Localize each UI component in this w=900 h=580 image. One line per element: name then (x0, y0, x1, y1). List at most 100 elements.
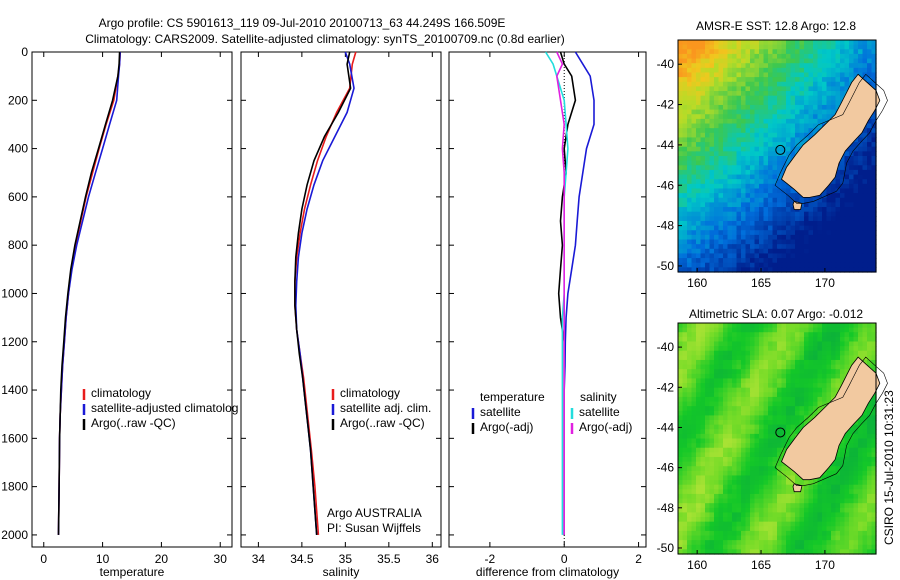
heatmap-cell (831, 72, 837, 78)
y-tick-label: -48 (657, 501, 675, 515)
heatmap-cell (718, 146, 724, 152)
heatmap-cell (714, 49, 720, 55)
heatmap-cell (682, 346, 688, 352)
heatmap-cell (858, 183, 864, 190)
heatmap-cell (835, 332, 841, 338)
heatmap-cell (736, 40, 742, 46)
heatmap-cell (736, 128, 742, 134)
heatmap-cell (840, 507, 846, 514)
heatmap-cell (790, 341, 796, 347)
heatmap-cell (709, 526, 715, 532)
heatmap-cell (763, 503, 769, 509)
heatmap-cell (786, 142, 792, 148)
heatmap-cell (849, 530, 855, 537)
heatmap-cell (714, 392, 720, 398)
heatmap-cell (777, 114, 783, 120)
heatmap-cell (709, 456, 715, 463)
heatmap-cell (799, 396, 805, 403)
heatmap-cell (849, 49, 855, 55)
heatmap-cell (844, 44, 850, 50)
heatmap-cell (808, 406, 814, 412)
heatmap-cell (808, 359, 814, 366)
heatmap-cell (795, 526, 801, 532)
heatmap-cell (736, 383, 742, 389)
heatmap-cell (718, 512, 724, 518)
heatmap-cell (799, 86, 805, 92)
heatmap-cell (817, 327, 823, 333)
heatmap-cell (678, 489, 684, 495)
heatmap-cell (763, 447, 769, 453)
heatmap-cell (849, 350, 855, 356)
heatmap-cell (750, 355, 756, 361)
heatmap-cell (853, 44, 859, 50)
heatmap-cell (777, 44, 783, 50)
heatmap-cell (772, 512, 778, 518)
heatmap-cell (763, 517, 769, 523)
heatmap-cell (727, 128, 733, 134)
heatmap-cell (759, 387, 765, 393)
heatmap-cell (750, 433, 756, 440)
heatmap-cell (696, 114, 702, 120)
heatmap-cell (822, 383, 828, 389)
heatmap-cell (799, 58, 805, 64)
heatmap-cell (772, 114, 778, 120)
heatmap-cell (804, 336, 810, 343)
heatmap-cell (709, 202, 715, 208)
bathymetry-contour (774, 356, 888, 486)
heatmap-cell (732, 507, 738, 514)
heatmap-cell (858, 216, 864, 222)
heatmap-cell (759, 507, 765, 514)
heatmap-cell (745, 526, 751, 532)
heatmap-cell (750, 466, 756, 472)
heatmap-cell (687, 512, 693, 518)
heatmap-cell (858, 327, 864, 333)
heatmap-cell (772, 95, 778, 101)
heatmap-cell (862, 128, 868, 134)
heatmap-cell (723, 549, 729, 555)
heatmap-cell (754, 420, 760, 426)
heatmap-cell (678, 123, 684, 129)
heatmap-cell (835, 498, 841, 504)
heatmap-cell (835, 174, 841, 180)
heatmap-cell (745, 137, 751, 143)
heatmap-cell (687, 211, 693, 217)
heatmap-cell (696, 507, 702, 514)
heatmap-cell (822, 109, 828, 115)
heatmap-cell (745, 234, 751, 241)
heatmap-cell (849, 475, 855, 481)
heatmap-cell (763, 401, 769, 407)
heatmap-cell (795, 95, 801, 101)
heatmap-cell (732, 475, 738, 481)
heatmap-cell (844, 207, 850, 213)
heatmap-cell (777, 267, 783, 273)
heatmap-cell (822, 526, 828, 532)
heatmap-cell (732, 179, 738, 185)
heatmap-cell (790, 72, 796, 78)
heatmap-cell (817, 202, 823, 208)
heatmap-cell (772, 239, 778, 245)
heatmap-cell (696, 535, 702, 541)
heatmap-cell (705, 211, 711, 217)
heatmap-cell (844, 364, 850, 370)
heatmap-cell (723, 396, 729, 403)
heatmap-cell (718, 95, 724, 101)
heatmap-cell (781, 535, 787, 541)
heatmap-cell (700, 452, 706, 458)
heatmap-cell (723, 207, 729, 213)
heatmap-cell (786, 81, 792, 87)
heatmap-cell (678, 480, 684, 486)
heatmap-cell (682, 67, 688, 74)
heatmap-cell (795, 63, 801, 69)
heatmap-cell (777, 373, 783, 380)
heatmap-cell (844, 540, 850, 546)
heatmap-cell (736, 503, 742, 509)
heatmap-cell (786, 123, 792, 129)
heatmap-cell (682, 447, 688, 453)
heatmap-cell (741, 415, 747, 421)
heatmap-cell (718, 202, 724, 208)
heatmap-cell (736, 77, 742, 83)
heatmap-cell (678, 526, 684, 532)
legend-label: climatology (91, 386, 151, 400)
heatmap-cell (768, 118, 774, 125)
heatmap-cell (709, 420, 715, 426)
